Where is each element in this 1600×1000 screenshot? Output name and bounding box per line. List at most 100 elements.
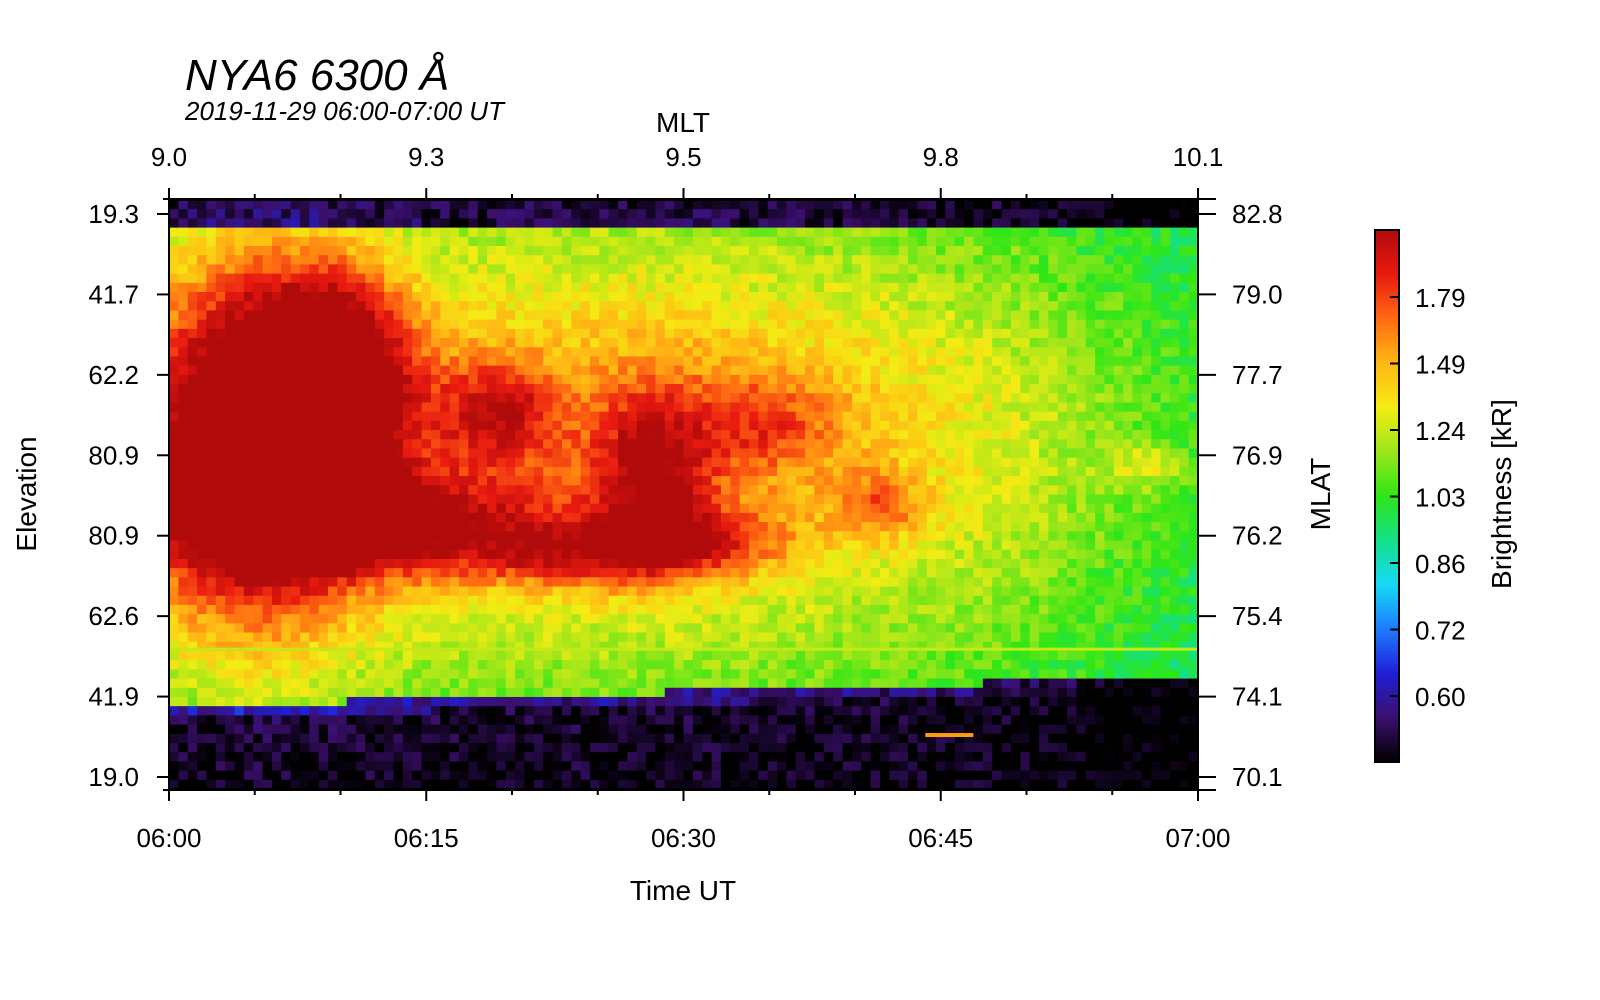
- heatmap-cell: [917, 365, 928, 376]
- heatmap-cell: [1085, 485, 1096, 496]
- heatmap-cell: [608, 439, 619, 450]
- heatmap-cell: [973, 503, 984, 514]
- heatmap-cell: [1001, 531, 1012, 542]
- heatmap-cell: [973, 448, 984, 459]
- heatmap-cell: [786, 200, 797, 210]
- heatmap-cell: [365, 577, 376, 588]
- heatmap-cell: [1067, 319, 1077, 330]
- heatmap-cell: [225, 476, 236, 486]
- heatmap-cell: [1132, 292, 1143, 302]
- heatmap-cell: [571, 439, 582, 450]
- heatmap-cell: [253, 531, 264, 542]
- heatmap-cell: [225, 411, 236, 422]
- heatmap-cell: [589, 200, 600, 210]
- heatmap-cell: [805, 347, 816, 358]
- heatmap-cell: [908, 246, 918, 256]
- heatmap-cell: [646, 439, 657, 450]
- heatmap-cell: [692, 549, 703, 560]
- heatmap-cell: [1095, 411, 1106, 422]
- heatmap-cell: [889, 282, 900, 293]
- heatmap-cell: [225, 420, 236, 431]
- heatmap-cell: [543, 457, 554, 468]
- heatmap-cell: [926, 420, 937, 431]
- heatmap-cell: [917, 384, 928, 394]
- heatmap-cell: [1010, 494, 1021, 505]
- heatmap-cell: [1095, 356, 1106, 367]
- heatmap-cell: [1067, 310, 1077, 321]
- heatmap-cell: [674, 301, 685, 312]
- heatmap-cell: [524, 512, 535, 523]
- heatmap-cell: [477, 595, 488, 606]
- heatmap-cell: [206, 218, 217, 229]
- heatmap-cell: [533, 466, 544, 477]
- heatmap-cell: [543, 200, 554, 210]
- heatmap-cell: [1169, 209, 1180, 219]
- heatmap-cell: [468, 512, 479, 523]
- heatmap-cell: [299, 522, 310, 532]
- heatmap-cell: [1057, 227, 1068, 238]
- heatmap-cell: [402, 586, 413, 597]
- heatmap-cell: [290, 614, 301, 624]
- heatmap-cell: [646, 586, 657, 597]
- heatmap-cell: [449, 586, 460, 597]
- heatmap-cell: [1132, 604, 1143, 615]
- heatmap-cell: [992, 347, 1003, 358]
- heatmap-cell: [917, 503, 928, 514]
- heatmap-cell: [720, 236, 731, 247]
- heatmap-cell: [169, 236, 179, 247]
- heatmap-cell: [262, 292, 273, 302]
- heatmap-cell: [861, 604, 872, 615]
- heatmap-cell: [533, 430, 544, 440]
- heatmap-cell: [711, 494, 722, 505]
- heatmap-cell: [599, 384, 610, 394]
- heatmap-cell: [290, 558, 301, 569]
- heatmap-cell: [346, 347, 357, 358]
- heatmap-cell: [664, 586, 675, 597]
- heatmap-cell: [945, 439, 956, 450]
- heatmap-cell: [982, 365, 993, 376]
- heatmap-cell: [823, 558, 834, 569]
- heatmap-cell: [739, 522, 750, 532]
- heatmap-cell: [908, 439, 918, 450]
- heatmap-cell: [580, 466, 591, 477]
- heatmap-cell: [683, 522, 694, 532]
- heatmap-cell: [458, 503, 469, 514]
- heatmap-cell: [982, 586, 993, 597]
- heatmap-cell: [702, 466, 713, 477]
- heatmap-cell: [842, 255, 853, 266]
- heatmap-cell: [692, 319, 703, 330]
- heatmap-cell: [374, 227, 385, 238]
- heatmap-cell: [543, 393, 554, 404]
- y-axis-label: Elevation: [11, 436, 42, 551]
- heatmap-cell: [692, 494, 703, 505]
- heatmap-cell: [1095, 227, 1106, 238]
- heatmap-cell: [271, 522, 282, 532]
- heatmap-cell: [1188, 522, 1199, 532]
- heatmap-cell: [786, 466, 797, 477]
- heatmap-cell: [954, 301, 965, 312]
- heatmap-cell: [374, 393, 385, 404]
- heatmap-cell: [440, 466, 451, 477]
- heatmap-cell: [290, 586, 301, 597]
- heatmap-cell: [720, 338, 731, 348]
- heatmap-cell: [945, 512, 956, 523]
- heatmap-cell: [393, 310, 404, 321]
- heatmap-cell: [805, 255, 816, 266]
- heatmap-cell: [973, 218, 984, 229]
- heatmap-cell: [253, 384, 264, 394]
- heatmap-cell: [842, 227, 853, 238]
- heatmap-cell: [571, 402, 582, 413]
- heatmap-cell: [1132, 347, 1143, 358]
- heatmap-cell: [627, 347, 638, 358]
- heatmap-cell: [851, 374, 862, 385]
- heatmap-cell: [365, 411, 376, 422]
- heatmap-cell: [234, 485, 245, 496]
- heatmap-cell: [1020, 402, 1031, 413]
- heatmap-cell: [748, 328, 759, 339]
- heatmap-cell: [636, 568, 647, 578]
- heatmap-cell: [889, 420, 900, 431]
- heatmap-cell: [1029, 200, 1040, 210]
- heatmap-cell: [945, 338, 956, 348]
- heatmap-cell: [674, 604, 685, 615]
- heatmap-cell: [795, 310, 806, 321]
